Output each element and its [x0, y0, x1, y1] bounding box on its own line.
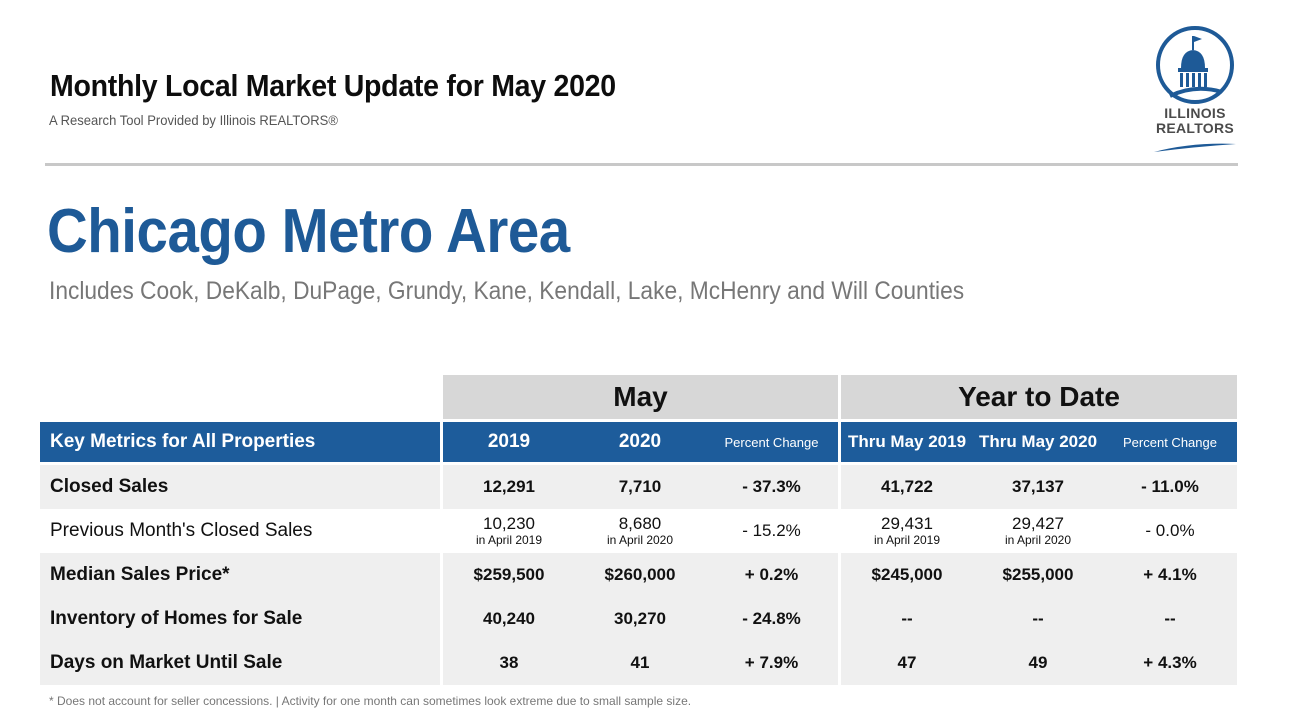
column-header-may-2019: 2019 [440, 419, 575, 462]
logo-swoosh-icon [1154, 143, 1236, 152]
column-header-may-2020: 2020 [575, 419, 705, 462]
cell-ytd-2020: -- [973, 597, 1103, 641]
column-header-ytd-2019: Thru May 2019 [838, 419, 973, 462]
cell-ytd-pct: -- [1103, 597, 1237, 641]
logo-line2: REALTORS [1155, 120, 1235, 136]
cell-may-2019: 40,240 [440, 597, 575, 641]
report-title: Monthly Local Market Update for May 2020 [50, 68, 616, 103]
cell-note: in April 2020 [1004, 533, 1072, 547]
table-row: Previous Month's Closed Sales 10,230 in … [40, 509, 1237, 553]
cell-ytd-2019: 47 [838, 641, 973, 685]
table-row: Median Sales Price* $259,500 $260,000 + … [40, 553, 1237, 597]
cell-may-pct: - 37.3% [705, 462, 838, 509]
area-subtitle: Includes Cook, DeKalb, DuPage, Grundy, K… [49, 277, 965, 305]
cell-may-2020: 41 [575, 641, 705, 685]
table-row: Closed Sales 12,291 7,710 - 37.3% 41,722… [40, 462, 1237, 509]
cell-may-2020: 30,270 [575, 597, 705, 641]
cell-value: 29,427 [1012, 514, 1064, 533]
cell-may-2019: 10,230 in April 2019 [440, 509, 575, 553]
group-header-row: May Year to Date [40, 375, 1237, 419]
cell-ytd-2020: 49 [973, 641, 1103, 685]
cell-value: 8,680 [618, 514, 662, 533]
table-row: Days on Market Until Sale 38 41 + 7.9% 4… [40, 641, 1237, 685]
cell-ytd-pct: + 4.3% [1103, 641, 1237, 685]
cell-may-2019: 12,291 [440, 462, 575, 509]
column-header-may-pct: Percent Change [705, 419, 838, 462]
cell-ytd-2019: 29,431 in April 2019 [838, 509, 973, 553]
header-divider [45, 163, 1238, 166]
column-header-ytd-pct: Percent Change [1103, 419, 1237, 462]
cell-ytd-pct: - 11.0% [1103, 462, 1237, 509]
cell-may-pct: - 24.8% [705, 597, 838, 641]
cell-ytd-2019: $245,000 [838, 553, 973, 597]
capitol-dome-icon [1156, 26, 1234, 104]
footnote: * Does not account for seller concession… [49, 694, 692, 708]
cell-ytd-2020: $255,000 [973, 553, 1103, 597]
cell-value: 29,431 [881, 514, 933, 533]
cell-ytd-2020: 37,137 [973, 462, 1103, 509]
cell-ytd-2019: 41,722 [838, 462, 973, 509]
group-header-may: May [440, 375, 838, 419]
cell-note: in April 2019 [873, 533, 941, 547]
cell-may-pct: + 0.2% [705, 553, 838, 597]
group-header-ytd: Year to Date [838, 375, 1237, 419]
table-row: Inventory of Homes for Sale 40,240 30,27… [40, 597, 1237, 641]
column-header-ytd-2020: Thru May 2020 [973, 419, 1103, 462]
illinois-realtors-logo: ILLINOIS REALTORS [1148, 26, 1242, 156]
row-label: Median Sales Price* [40, 553, 440, 597]
logo-wordmark: ILLINOIS REALTORS [1148, 106, 1242, 136]
row-label: Previous Month's Closed Sales [50, 520, 313, 541]
cell-ytd-2020: 29,427 in April 2020 [973, 509, 1103, 553]
cell-may-2019: 38 [440, 641, 575, 685]
cell-note: in April 2019 [475, 533, 543, 547]
cell-note: in April 2020 [606, 533, 674, 547]
cell-may-pct: + 7.9% [705, 641, 838, 685]
cell-ytd-pct: - 0.0% [1145, 521, 1195, 540]
cell-may-2020: 8,680 in April 2020 [575, 509, 705, 553]
row-label: Inventory of Homes for Sale [40, 597, 440, 641]
cell-may-2019: $259,500 [440, 553, 575, 597]
cell-may-2020: 7,710 [575, 462, 705, 509]
cell-ytd-pct: + 4.1% [1103, 553, 1237, 597]
cell-value: 10,230 [483, 514, 535, 533]
cell-may-2020: $260,000 [575, 553, 705, 597]
column-header-row: Key Metrics for All Properties 2019 2020… [40, 419, 1237, 462]
cell-ytd-2019: -- [838, 597, 973, 641]
logo-line1: ILLINOIS [1164, 105, 1226, 121]
column-header-metric: Key Metrics for All Properties [40, 419, 440, 462]
key-metrics-table: May Year to Date Key Metrics for All Pro… [40, 375, 1237, 685]
group-header-blank [40, 375, 440, 419]
row-label: Days on Market Until Sale [40, 641, 440, 685]
report-subtitle: A Research Tool Provided by Illinois REA… [49, 112, 338, 128]
area-title: Chicago Metro Area [47, 197, 570, 266]
cell-may-pct: - 15.2% [742, 521, 801, 540]
row-label: Closed Sales [40, 462, 440, 509]
